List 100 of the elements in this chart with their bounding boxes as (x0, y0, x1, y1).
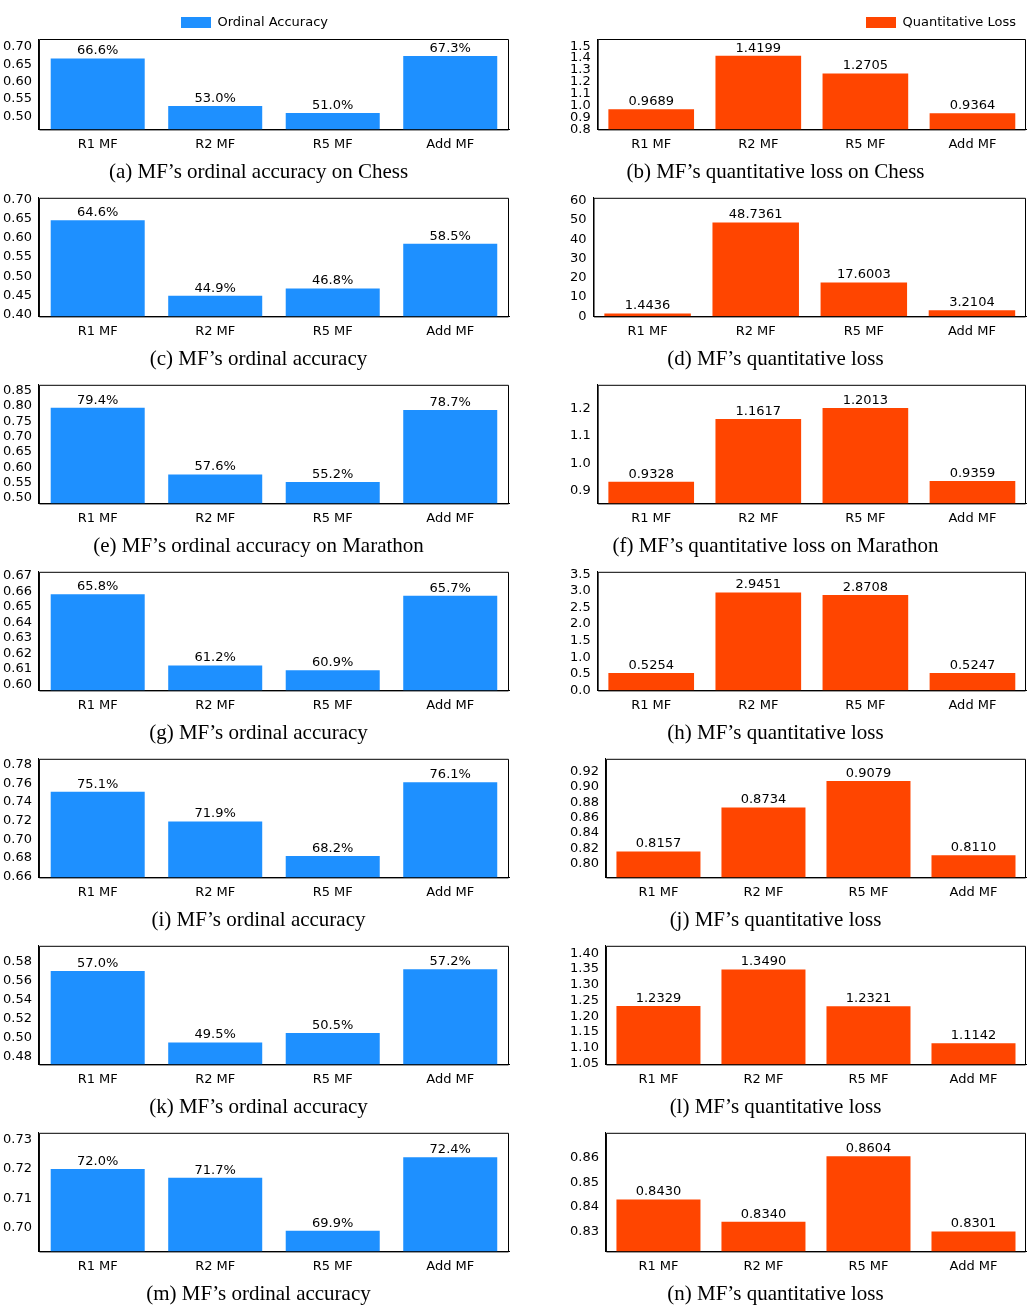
y-tick-label: 1.0 (569, 648, 591, 664)
y-tick-label: 3.0 (569, 582, 591, 598)
x-tick-label: Add MF (948, 509, 997, 525)
x-tick-label: R1 MF (631, 135, 672, 151)
x-tick-label: R5 MF (312, 1257, 353, 1273)
bar (929, 672, 1016, 691)
y-tick-label: 0.55 (2, 473, 32, 489)
y-tick-label: 1.05 (569, 1054, 599, 1070)
data-label: 71.9% (194, 805, 236, 821)
data-label: 44.9% (194, 279, 236, 295)
data-label: 64.6% (77, 204, 119, 220)
x-tick-label: R1 MF (77, 322, 118, 338)
data-label: 69.9% (312, 1214, 354, 1230)
y-tick-label: 0.52 (2, 1010, 32, 1026)
x-tick-label: R1 MF (77, 883, 118, 899)
y-tick-label: 0.56 (2, 971, 32, 987)
data-label: 65.8% (77, 578, 119, 594)
data-label: 1.2705 (842, 57, 889, 73)
data-label: 3.2104 (949, 294, 995, 310)
y-tick-label: 1.40 (569, 944, 599, 960)
data-label: 1.2321 (845, 990, 892, 1006)
y-tick-label: 0.55 (2, 90, 32, 106)
text: (d) MF’s quantitative loss (666, 345, 885, 372)
x-tick-label: Add MF (426, 1257, 475, 1273)
data-label: 0.8734 (740, 791, 787, 807)
data-label: 0.9328 (628, 465, 674, 481)
y-tick-label: 0.63 (2, 629, 32, 645)
x-tick-label: R2 MF (743, 1070, 784, 1086)
y-tick-label: 0.70 (2, 38, 32, 54)
data-label: 58.5% (429, 227, 471, 243)
data-label: 0.8604 (845, 1140, 892, 1156)
data-label: 68.2% (312, 839, 354, 855)
data-label: 72.0% (77, 1152, 119, 1168)
y-tick-label: 0.73 (2, 1130, 32, 1146)
y-tick-label: 0.83 (569, 1223, 599, 1239)
bar (820, 282, 908, 317)
data-label: 1.3490 (740, 953, 787, 969)
x-tick-label: R5 MF (312, 1070, 353, 1086)
y-tick-label: 1.15 (569, 1023, 599, 1039)
y-tick-label: 0.85 (2, 382, 32, 397)
data-label: 0.5247 (949, 656, 996, 672)
x-tick-label: R1 MF (77, 509, 118, 525)
text: (i) MF’s ordinal accuracy (150, 906, 367, 933)
y-tick-label: 0.82 (569, 839, 599, 855)
data-label: 66.6% (77, 42, 119, 58)
y-tick-label: 0.65 (2, 443, 32, 459)
y-tick-label: 0.85 (569, 1173, 599, 1189)
legend-label: Ordinal Accuracy (217, 13, 329, 29)
y-tick-label: 0.5 (569, 665, 591, 681)
y-tick-label: 0.71 (2, 1189, 32, 1205)
x-tick-label: R2 MF (195, 696, 236, 712)
data-label: 48.7361 (728, 206, 783, 222)
y-tick-label: 0.84 (569, 1198, 599, 1214)
y-tick-label: 0.66 (2, 582, 32, 598)
x-tick-label: R1 MF (77, 1070, 118, 1086)
data-label: 57.2% (429, 953, 471, 969)
x-tick-label: R2 MF (743, 1257, 784, 1273)
data-label: 2.8708 (842, 578, 889, 594)
y-tick-label: 0.61 (2, 660, 32, 676)
x-tick-label: R2 MF (738, 509, 779, 525)
x-tick-label: R5 MF (312, 696, 353, 712)
text: (j) MF’s quantitative loss (668, 906, 883, 933)
x-tick-label: R5 MF (312, 135, 353, 151)
data-label: 79.4% (77, 391, 119, 407)
x-tick-label: R2 MF (195, 1257, 236, 1273)
y-tick-label: 1.5 (569, 631, 591, 647)
y-tick-label: 10 (570, 288, 587, 304)
data-label: 60.9% (312, 654, 354, 670)
x-tick-label: Add MF (426, 1070, 475, 1086)
y-tick-label: 0.50 (2, 1029, 32, 1045)
data-label: 50.5% (312, 1016, 354, 1032)
x-tick-label: Add MF (949, 883, 998, 899)
text: (m) MF’s ordinal accuracy (145, 1280, 372, 1307)
y-tick-label: 0.40 (2, 305, 32, 321)
y-tick-label: 1.30 (569, 976, 599, 992)
text: (b) MF’s quantitative loss on Chess (625, 158, 926, 185)
x-tick-label: R2 MF (738, 135, 779, 151)
y-tick-label: 0.45 (2, 286, 32, 302)
bar (712, 222, 799, 317)
y-tick-label: 20 (570, 269, 587, 285)
x-tick-label: R1 MF (627, 322, 668, 338)
x-tick-label: R5 MF (845, 509, 886, 525)
data-label: 0.9079 (845, 764, 892, 780)
x-tick-label: Add MF (426, 509, 475, 525)
data-label: 0.8430 (635, 1183, 682, 1199)
data-label: 2.9451 (735, 576, 782, 592)
x-tick-label: R2 MF (735, 322, 776, 338)
data-label: 51.0% (312, 96, 354, 112)
y-tick-label: 0.70 (2, 1219, 32, 1235)
x-tick-label: R2 MF (195, 1070, 236, 1086)
data-label: 0.8157 (635, 835, 682, 851)
data-label: 1.2013 (842, 391, 889, 407)
data-label: 78.7% (429, 393, 471, 409)
text: (g) MF’s ordinal accuracy (148, 719, 369, 746)
bar (928, 310, 1016, 317)
x-tick-label: R2 MF (195, 509, 236, 525)
x-tick-label: Add MF (426, 883, 475, 899)
data-label: 1.4436 (624, 297, 671, 313)
y-tick-label: 2.0 (569, 615, 591, 631)
y-tick-label: 0.75 (2, 412, 32, 428)
